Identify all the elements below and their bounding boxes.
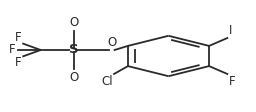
Text: F: F [15, 56, 21, 69]
Text: I: I [229, 25, 232, 38]
Text: S: S [69, 43, 78, 56]
Text: F: F [9, 43, 16, 56]
Text: Cl: Cl [101, 74, 113, 87]
Text: F: F [15, 31, 21, 44]
Text: O: O [69, 16, 78, 29]
Text: F: F [229, 74, 235, 87]
Text: O: O [69, 71, 78, 84]
Text: O: O [107, 36, 116, 49]
